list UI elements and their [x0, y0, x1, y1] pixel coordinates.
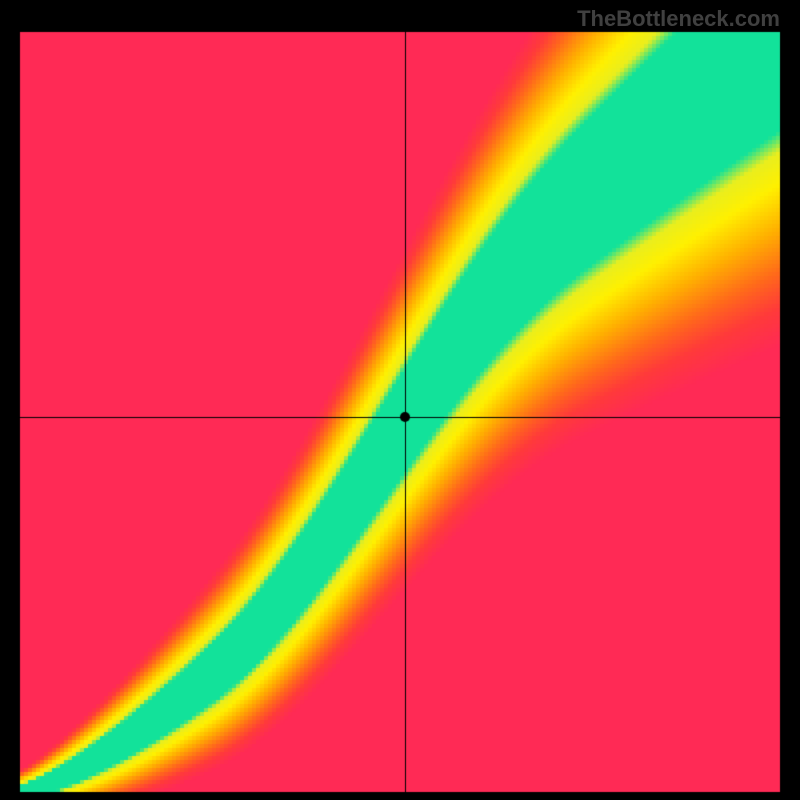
watermark-text: TheBottleneck.com [577, 6, 780, 32]
bottleneck-heatmap [0, 0, 800, 800]
chart-container: { "watermark": { "text": "TheBottleneck.… [0, 0, 800, 800]
